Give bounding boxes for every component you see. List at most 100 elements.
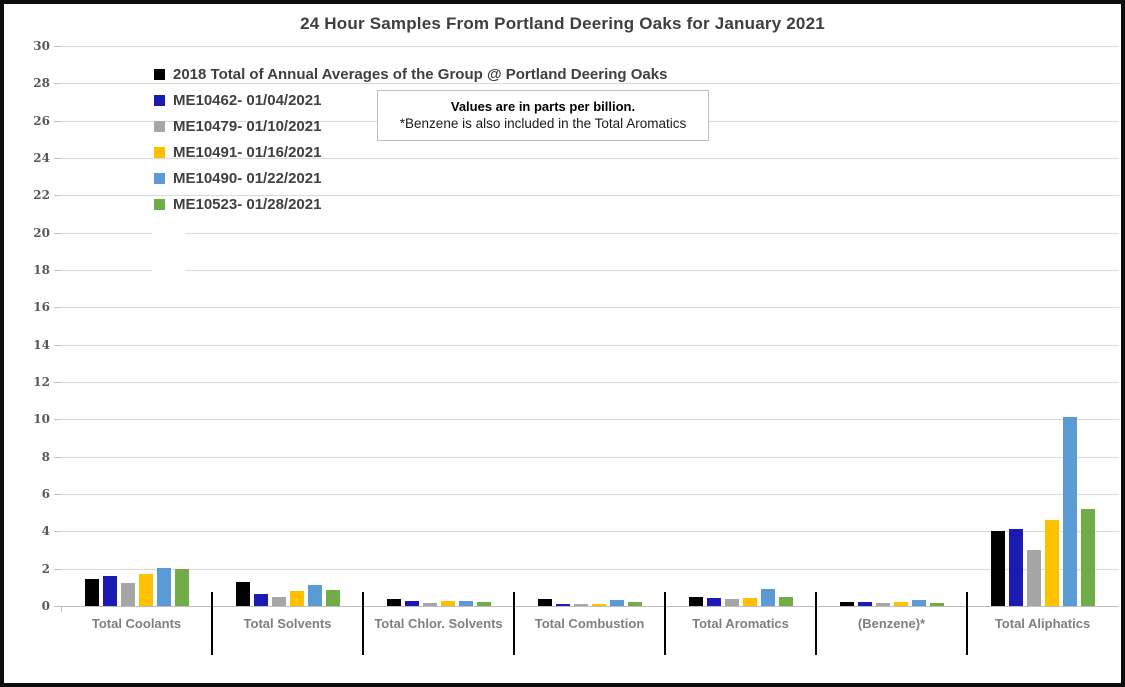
legend-swatch-icon xyxy=(154,172,165,184)
gridline-20 xyxy=(61,232,1119,234)
bar-s1-c5 xyxy=(857,601,872,606)
note-units-text: Values are in parts per billion. xyxy=(450,99,636,114)
group-separator-3 xyxy=(513,592,515,655)
y-tick-24 xyxy=(54,158,61,159)
y-axis-label-10: 10 xyxy=(33,412,50,427)
gridline-30 xyxy=(61,46,1119,47)
y-axis-label-18: 18 xyxy=(33,263,50,277)
bar-s0-c0 xyxy=(84,578,99,606)
gridline-22 xyxy=(61,195,1119,197)
y-axis-label-14: 14 xyxy=(33,337,50,352)
bar-s2-c0 xyxy=(120,582,135,606)
bar-s3-c5 xyxy=(893,602,908,606)
bar-s1-c2 xyxy=(404,601,419,606)
bar-s0-c4 xyxy=(688,596,703,606)
legend-swatch-icon xyxy=(154,198,165,210)
bar-s0-c6 xyxy=(990,531,1005,606)
bar-s5-c1 xyxy=(325,590,340,606)
legend-label: ME10523- 01/28/2021 xyxy=(173,195,322,213)
y-axis-label-22: 22 xyxy=(33,188,50,203)
bar-s0-c2 xyxy=(386,598,401,606)
bar-s0-c3 xyxy=(537,599,552,606)
y-tick-0 xyxy=(54,606,61,607)
legend-item-1: ME10462- 01/04/2021 xyxy=(154,87,667,113)
gridline-10 xyxy=(61,419,1119,421)
bar-s0-c5 xyxy=(839,602,854,606)
legend-swatch-icon xyxy=(154,94,165,106)
gridline-16 xyxy=(61,307,1119,309)
bar-s5-c5 xyxy=(929,602,944,606)
bar-group-1 xyxy=(212,46,363,606)
bar-s1-c0 xyxy=(102,576,117,606)
bar-s2-c1 xyxy=(271,596,286,606)
legend-label: ME10462- 01/04/2021 xyxy=(173,91,322,109)
y-tick-30 xyxy=(54,46,61,47)
legend-swatch-icon xyxy=(154,68,165,80)
gridline-24 xyxy=(61,158,1119,159)
bar-s3-c1 xyxy=(289,591,304,606)
y-axis-label-6: 6 xyxy=(41,487,50,501)
bar-s5-c3 xyxy=(627,601,642,606)
bar-s4-c2 xyxy=(458,600,473,606)
legend-label: ME10491- 01/16/2021 xyxy=(173,143,322,161)
bar-group-2 xyxy=(363,46,514,606)
y-tick-14 xyxy=(54,344,61,346)
legend-label: ME10490- 01/22/2021 xyxy=(173,169,322,187)
bar-group-3 xyxy=(514,46,665,606)
bar-group-4 xyxy=(665,46,816,606)
gridline-0 xyxy=(61,606,1119,607)
y-axis-label-4: 4 xyxy=(41,524,50,539)
bar-s1-c4 xyxy=(706,597,721,606)
bar-s4-c6 xyxy=(1062,417,1077,606)
group-separator-4 xyxy=(664,592,666,655)
bar-s5-c0 xyxy=(174,568,189,606)
x-axis-label-6: Total Aliphatics xyxy=(994,616,1091,631)
bar-group-6 xyxy=(967,46,1118,606)
group-separator-6 xyxy=(966,592,968,655)
legend-swatch-icon xyxy=(154,120,165,132)
chart-title: 24 Hour Samples From Portland Deering Oa… xyxy=(300,14,825,33)
gridline-28 xyxy=(61,83,1119,85)
y-tick-20 xyxy=(54,232,61,234)
x-axis-label-4: Total Aromatics xyxy=(692,616,789,631)
y-tick-2 xyxy=(54,568,61,570)
group-separator-2 xyxy=(362,592,364,655)
bar-s4-c1 xyxy=(307,584,322,606)
bar-s2-c3 xyxy=(573,604,588,606)
x-axis-label-5: (Benzene)* xyxy=(857,616,926,631)
note-benzene-text: *Benzene is also included in the Total A… xyxy=(399,116,687,131)
y-axis-label-0: 0 xyxy=(41,599,50,613)
gridline-4 xyxy=(61,531,1119,533)
y-axis-label-2: 2 xyxy=(41,561,50,576)
y-tick-16 xyxy=(54,307,61,309)
y-tick-22 xyxy=(54,195,61,197)
bar-s2-c6 xyxy=(1026,550,1041,606)
group-separator-5 xyxy=(815,592,817,655)
x-axis-label-0: Total Coolants xyxy=(91,616,182,631)
x-axis-label-3: Total Combustion xyxy=(534,616,645,631)
y-axis-label-16: 16 xyxy=(33,300,50,315)
gridline-14 xyxy=(61,344,1119,346)
bar-s3-c3 xyxy=(591,603,606,606)
legend-label: 2018 Total of Annual Averages of the Gro… xyxy=(173,65,668,83)
bar-group-5 xyxy=(816,46,967,606)
legend-item-2: ME10479- 01/10/2021 xyxy=(154,113,667,139)
bar-s1-c3 xyxy=(555,603,570,606)
legend-item-0: 2018 Total of Annual Averages of the Gro… xyxy=(154,61,667,87)
gridline-12 xyxy=(61,382,1119,383)
x-axis-label-1: Total Solvents xyxy=(243,616,332,631)
y-tick-8 xyxy=(54,456,61,458)
y-tick-12 xyxy=(54,382,61,383)
bar-s4-c0 xyxy=(156,567,171,606)
bar-s4-c5 xyxy=(911,599,926,606)
gridline-2 xyxy=(61,568,1119,570)
x-axis-label-2: Total Chlor. Solvents xyxy=(374,616,503,631)
legend-swatch-icon xyxy=(154,146,165,158)
white-patch-artifact xyxy=(152,215,185,277)
gridline-6 xyxy=(61,494,1119,495)
y-axis-label-20: 20 xyxy=(33,225,50,240)
legend-label: ME10479- 01/10/2021 xyxy=(173,117,322,135)
bar-s5-c2 xyxy=(476,601,491,606)
bar-s3-c4 xyxy=(742,597,757,606)
